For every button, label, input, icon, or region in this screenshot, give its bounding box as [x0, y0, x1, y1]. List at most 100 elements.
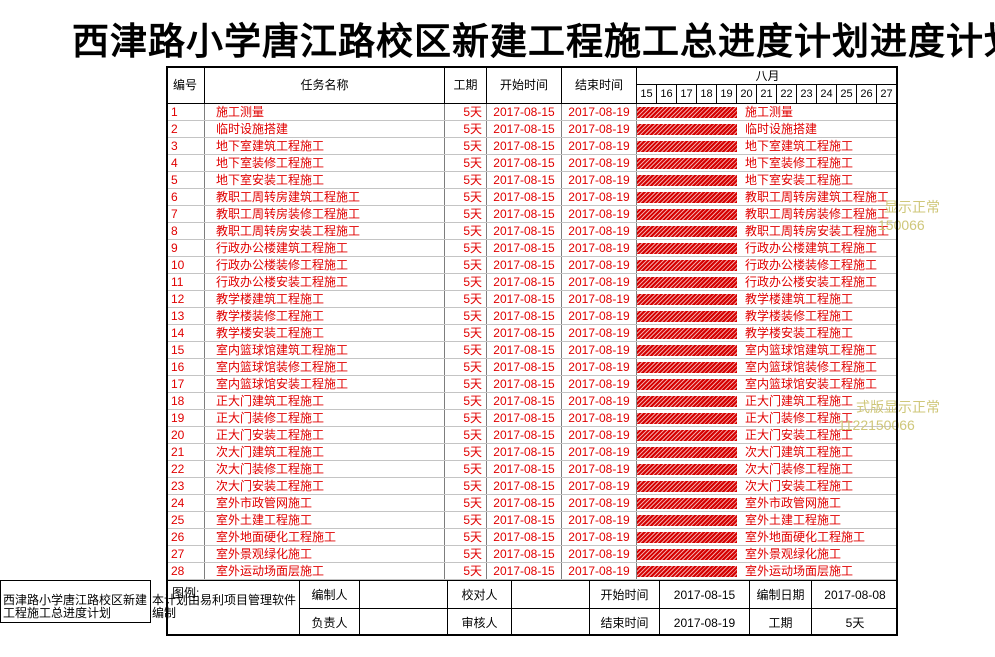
task-row: 4 地下室装修工程施工 5天 2017-08-15 2017-08-19 地下室装修工程施… — [166, 155, 898, 172]
task-row: 19 正大门装修工程施工 5天 2017-08-15 2017-08-19 正大门装修工程… — [166, 410, 898, 427]
gantt-bar-label: 室外景观绿化施工 — [745, 547, 842, 561]
gantt-bar-label: 教职工周转房装修工程施工 — [745, 207, 890, 221]
gantt-bar — [637, 158, 737, 169]
gantt-track: 教职工周转房建筑工程施工 — [637, 189, 898, 205]
task-id: 12 — [166, 291, 205, 307]
gantt-bar — [637, 311, 737, 322]
task-duration: 5天 — [445, 359, 487, 375]
gantt-bar-label: 地下室安装工程施工 — [745, 173, 854, 187]
task-duration: 5天 — [445, 495, 487, 511]
day-tick-label: 21 — [757, 85, 777, 103]
day-tick-label: 18 — [697, 85, 717, 103]
task-start: 2017-08-15 — [487, 189, 562, 205]
task-start: 2017-08-15 — [487, 206, 562, 222]
task-name: 教职工周转房装修工程施工 — [205, 206, 445, 222]
task-id: 3 — [166, 138, 205, 154]
gantt-bar-label: 室内篮球馆安装工程施工 — [745, 377, 878, 391]
task-name: 正大门建筑工程施工 — [205, 393, 445, 409]
task-start: 2017-08-15 — [487, 223, 562, 239]
day-tick-label: 17 — [677, 85, 697, 103]
task-duration: 5天 — [445, 444, 487, 460]
gantt-bar-label: 地下室建筑工程施工 — [745, 139, 854, 153]
task-id: 25 — [166, 512, 205, 528]
task-name: 次大门建筑工程施工 — [205, 444, 445, 460]
task-row: 7 教职工周转房装修工程施工 5天 2017-08-15 2017-08-19 教职工周转… — [166, 206, 898, 223]
task-id: 4 — [166, 155, 205, 171]
task-start: 2017-08-15 — [487, 359, 562, 375]
task-id: 2 — [166, 121, 205, 137]
gantt-bar — [637, 413, 737, 424]
task-start: 2017-08-15 — [487, 155, 562, 171]
task-row: 5 地下室安装工程施工 5天 2017-08-15 2017-08-19 地下室安装工程施… — [166, 172, 898, 189]
gantt-track: 室内篮球馆装修工程施工 — [637, 359, 898, 375]
gantt-bar-label: 行政办公楼安装工程施工 — [745, 275, 878, 289]
task-duration: 5天 — [445, 172, 487, 188]
task-duration: 5天 — [445, 121, 487, 137]
footer-start-value: 2017-08-15 — [660, 581, 750, 609]
watermark-text: 1122150066 — [838, 417, 915, 433]
task-name: 正大门安装工程施工 — [205, 427, 445, 443]
task-start: 2017-08-15 — [487, 308, 562, 324]
task-row: 28 室外运动场面层施工 5天 2017-08-15 2017-08-19 室外运动场面层… — [166, 563, 898, 580]
task-id: 9 — [166, 240, 205, 256]
gantt-track: 临时设施搭建 — [637, 121, 898, 137]
gantt-track: 行政办公楼建筑工程施工 — [637, 240, 898, 256]
gantt-track: 教职工周转房安装工程施工 — [637, 223, 898, 239]
project-name: 西津路小学唐江路校区新建工程施工总进度计划 — [3, 593, 148, 620]
task-row: 22 次大门装修工程施工 5天 2017-08-15 2017-08-19 次大门装修工程… — [166, 461, 898, 478]
task-name: 室外土建工程施工 — [205, 512, 445, 528]
task-row: 1 施工测量 5天 2017-08-15 2017-08-19 施工测量 — [166, 104, 898, 121]
task-start: 2017-08-15 — [487, 495, 562, 511]
col-header-id: 编号 — [166, 66, 205, 104]
task-start: 2017-08-15 — [487, 410, 562, 426]
task-duration: 5天 — [445, 376, 487, 392]
task-name: 室外景观绿化施工 — [205, 546, 445, 562]
task-row: 2 临时设施搭建 5天 2017-08-15 2017-08-19 临时设施搭建 — [166, 121, 898, 138]
task-name: 施工测量 — [205, 104, 445, 120]
task-end: 2017-08-19 — [562, 478, 637, 494]
gantt-bar — [637, 464, 737, 475]
task-start: 2017-08-15 — [487, 121, 562, 137]
day-tick-label: 16 — [657, 85, 677, 103]
footer-end-value: 2017-08-19 — [660, 609, 750, 636]
gantt-bar — [637, 379, 737, 390]
task-row: 27 室外景观绿化施工 5天 2017-08-15 2017-08-19 室外景观绿化施工 — [166, 546, 898, 563]
task-name: 教学楼安装工程施工 — [205, 325, 445, 341]
task-start: 2017-08-15 — [487, 529, 562, 545]
gantt-bar-label: 次大门安装工程施工 — [745, 479, 854, 493]
task-duration: 5天 — [445, 427, 487, 443]
task-end: 2017-08-19 — [562, 155, 637, 171]
task-end: 2017-08-19 — [562, 104, 637, 120]
task-duration: 5天 — [445, 189, 487, 205]
task-end: 2017-08-19 — [562, 342, 637, 358]
gantt-track: 教学楼安装工程施工 — [637, 325, 898, 341]
task-duration: 5天 — [445, 393, 487, 409]
task-id: 24 — [166, 495, 205, 511]
task-row: 20 正大门安装工程施工 5天 2017-08-15 2017-08-19 正大门安装工程… — [166, 427, 898, 444]
task-id: 1 — [166, 104, 205, 120]
gantt-bar-label: 行政办公楼建筑工程施工 — [745, 241, 878, 255]
task-end: 2017-08-19 — [562, 189, 637, 205]
task-id: 21 — [166, 444, 205, 460]
gantt-bar — [637, 107, 737, 118]
task-name: 地下室装修工程施工 — [205, 155, 445, 171]
task-row: 3 地下室建筑工程施工 5天 2017-08-15 2017-08-19 地下室建筑工程施… — [166, 138, 898, 155]
task-name: 室内篮球馆建筑工程施工 — [205, 342, 445, 358]
task-row: 11 行政办公楼安装工程施工 5天 2017-08-15 2017-08-19 行政办公楼… — [166, 274, 898, 291]
task-start: 2017-08-15 — [487, 478, 562, 494]
task-id: 10 — [166, 257, 205, 273]
gantt-bar — [637, 566, 737, 577]
task-row: 15 室内篮球馆建筑工程施工 5天 2017-08-15 2017-08-19 室内篮球馆… — [166, 342, 898, 359]
checked-by-label: 校对人 — [448, 581, 512, 609]
task-name: 室内篮球馆装修工程施工 — [205, 359, 445, 375]
task-duration: 5天 — [445, 325, 487, 341]
gantt-bar-label: 教学楼建筑工程施工 — [745, 292, 854, 306]
prepared-by-value — [360, 581, 448, 609]
task-name: 正大门装修工程施工 — [205, 410, 445, 426]
day-tick-label: 15 — [637, 85, 657, 103]
gantt-track: 次大门安装工程施工 — [637, 478, 898, 494]
task-name: 室外运动场面层施工 — [205, 563, 445, 579]
task-id: 16 — [166, 359, 205, 375]
task-end: 2017-08-19 — [562, 240, 637, 256]
gantt-bar-label: 正大门装修工程施工 — [745, 411, 854, 425]
